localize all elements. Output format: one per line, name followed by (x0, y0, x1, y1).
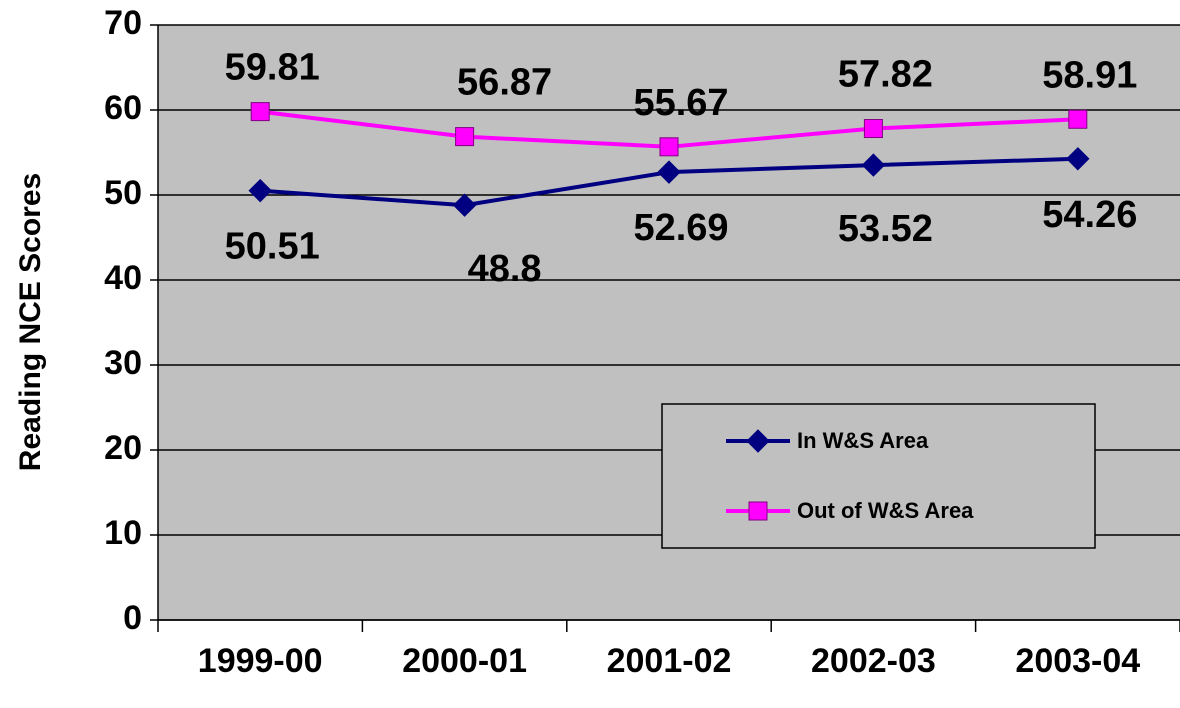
marker (455, 127, 475, 147)
marker (748, 501, 768, 521)
marker (452, 193, 477, 217)
data-label: 57.82 (838, 54, 933, 96)
x-tick-label: 2002-03 (811, 642, 936, 680)
y-tick-label: 50 (104, 174, 142, 212)
y-tick-label: 40 (104, 259, 142, 297)
legend (661, 403, 1096, 549)
marker (657, 160, 681, 184)
x-tick-label: 2001-02 (607, 642, 732, 680)
x-tick-label: 2003-04 (1015, 642, 1140, 680)
y-tick-label: 30 (104, 344, 142, 382)
y-tick-label: 0 (123, 599, 142, 637)
marker (1066, 147, 1090, 171)
data-label: 59.81 (225, 47, 320, 89)
marker (863, 119, 883, 139)
data-label: 50.51 (225, 226, 320, 268)
data-label: 48.8 (468, 248, 542, 290)
y-tick-label: 70 (104, 4, 142, 42)
y-tick-label: 60 (104, 89, 142, 127)
y-axis-label: Reading NCE Scores (14, 173, 47, 471)
marker (1068, 109, 1088, 129)
data-label: 55.67 (633, 82, 728, 124)
legend-label: In W&S Area (797, 428, 929, 453)
y-tick-label: 20 (104, 429, 142, 467)
data-label: 53.52 (838, 208, 933, 250)
marker (248, 178, 272, 203)
data-label: 54.26 (1042, 194, 1137, 236)
marker (746, 429, 770, 453)
data-label: 56.87 (457, 62, 552, 104)
data-label: 52.69 (633, 207, 728, 249)
x-tick-label: 2000-01 (402, 642, 527, 680)
marker (861, 153, 886, 177)
marker (659, 137, 679, 157)
x-tick-label: 1999-00 (198, 642, 323, 680)
legend-label: Out of W&S Area (797, 498, 974, 523)
data-label: 58.91 (1042, 54, 1137, 96)
marker (250, 102, 270, 122)
y-tick-label: 10 (104, 514, 142, 552)
